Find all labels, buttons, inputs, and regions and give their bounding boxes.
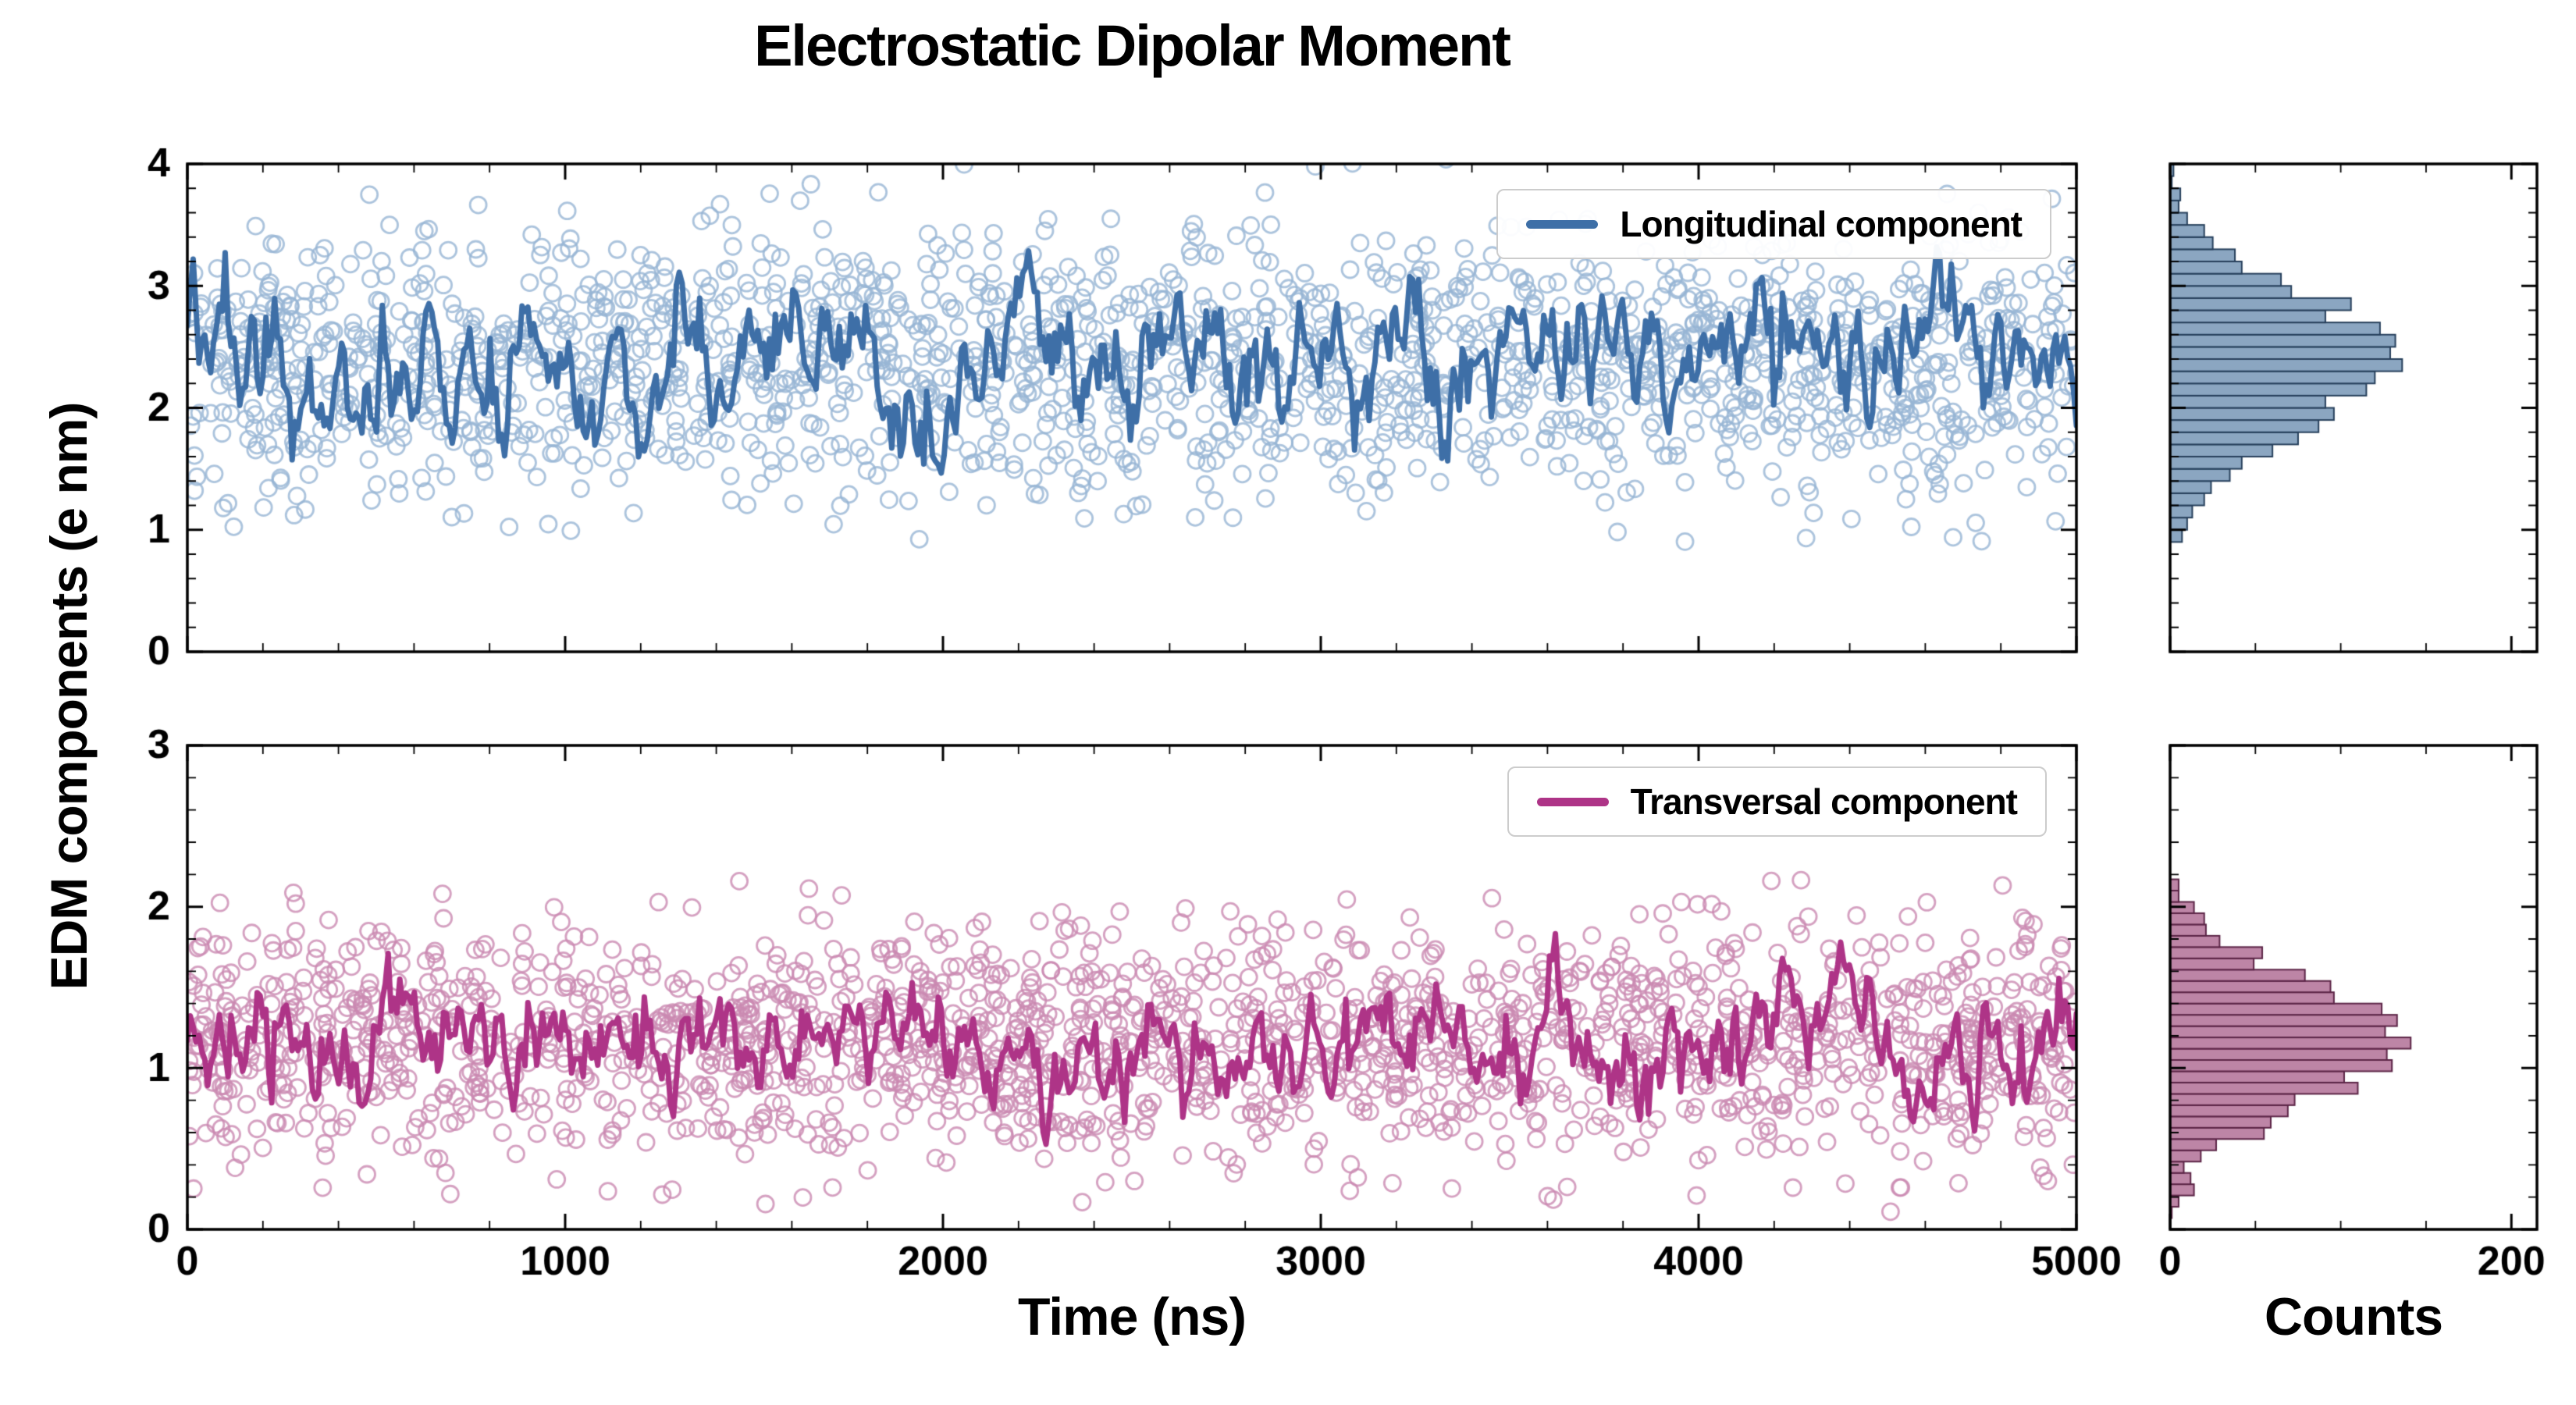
x-axis-label: Time (ns) <box>1017 1287 1247 1346</box>
transversal-line-swatch <box>1536 797 1609 806</box>
legend-longitudinal: Longitudinal component <box>1496 189 2051 259</box>
chart-title: Electrostatic Dipolar Moment <box>754 13 1511 78</box>
legend-transversal: Transversal component <box>1507 767 2047 837</box>
y-axis-label: EDM components (e nm) <box>40 402 98 991</box>
longitudinal-line-swatch <box>1526 219 1599 229</box>
counts-axis-label: Counts <box>2264 1287 2443 1346</box>
legend-longitudinal-label: Longitudinal component <box>1620 204 2023 244</box>
legend-transversal-label: Transversal component <box>1630 781 2018 822</box>
